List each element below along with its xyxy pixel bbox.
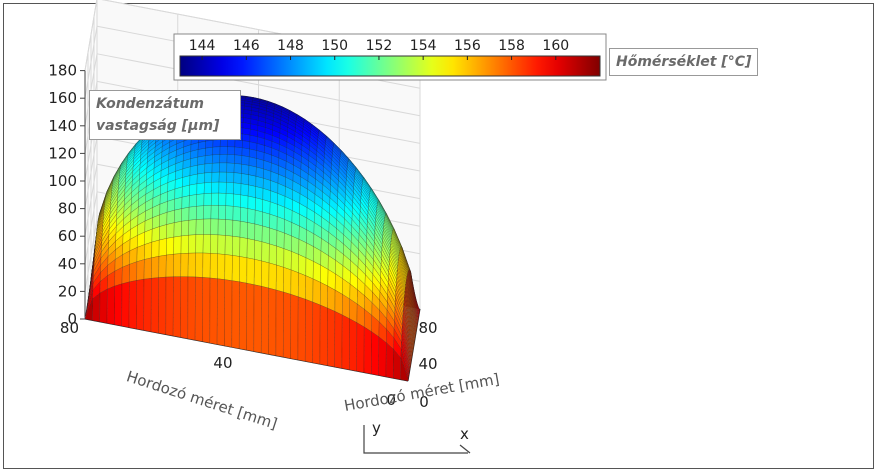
z-tick-label: 120	[48, 144, 77, 162]
y-axis-title: Hordozó méret [mm]	[124, 367, 279, 433]
colorbar-label-text: Hőmérséklet [°C]	[616, 54, 752, 70]
colorbar: 144 146 148 150 152 154 156 158 160	[173, 33, 607, 81]
x-tick-label: 80	[418, 319, 437, 337]
colorbar-gradient	[179, 55, 601, 77]
y-axis-letter: y	[372, 419, 381, 437]
z-tick-label: 140	[48, 117, 77, 135]
colorbar-tick-label: 160	[542, 38, 569, 54]
figure-frame	[3, 3, 874, 469]
z-axis-label: Kondenzátum vastagság [µm]	[89, 90, 241, 140]
x-axis-letter: x	[460, 425, 469, 443]
colorbar-tick-label: 148	[277, 38, 304, 54]
colorbar-tick-label: 158	[498, 38, 525, 54]
z-tick-label: 60	[58, 227, 77, 245]
colorbar-tick-label: 146	[233, 38, 260, 54]
colorbar-label: Hőmérséklet [°C]	[609, 48, 759, 76]
colorbar-tick-label: 152	[366, 38, 393, 54]
z-tick-label: 80	[58, 200, 77, 218]
z-tick-label: 40	[58, 255, 77, 273]
z-tick-label: 160	[48, 89, 77, 107]
y-tick-label: 0	[386, 391, 396, 409]
x-tick-label: 40	[418, 355, 437, 373]
colorbar-tick-label: 150	[321, 38, 348, 54]
y-tick-label: 80	[60, 319, 79, 337]
colorbar-tick-label: 154	[410, 38, 437, 54]
z-tick-label: 0	[67, 310, 77, 328]
z-tick-label: 20	[58, 282, 77, 300]
y-tick-label: 40	[213, 354, 232, 372]
z-axis-label-text: Kondenzátum vastagság [µm]	[96, 96, 220, 134]
colorbar-tick-label: 144	[189, 38, 216, 54]
colorbar-tick-label: 156	[454, 38, 481, 54]
x-tick-label: 0	[419, 393, 429, 411]
z-tick-label: 100	[48, 172, 77, 190]
z-tick-label: 180	[48, 62, 77, 80]
